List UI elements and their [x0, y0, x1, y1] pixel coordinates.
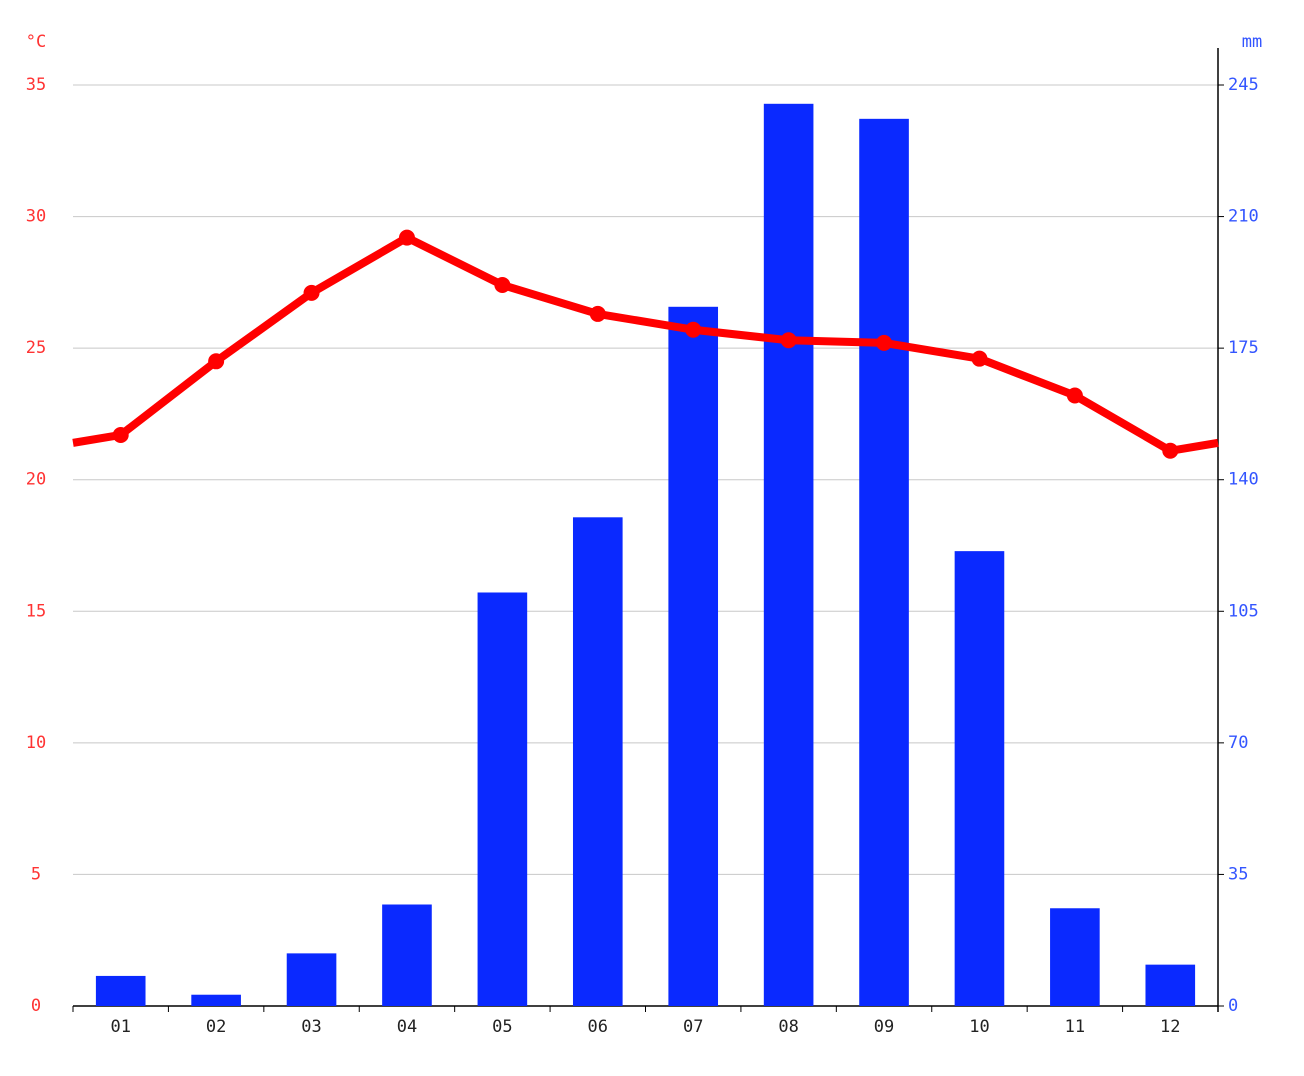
bar: [1145, 964, 1196, 1006]
x-tick-label: 04: [397, 1017, 417, 1037]
bar: [477, 592, 528, 1006]
line-point: [1162, 442, 1179, 459]
y2-tick-label: 0: [1228, 996, 1238, 1016]
y-tick-label: 20: [26, 470, 46, 490]
y2-tick-label: 210: [1228, 207, 1259, 227]
y2-tick-label: 70: [1228, 733, 1248, 753]
y-tick-label: 5: [31, 864, 41, 884]
line-point: [303, 284, 320, 301]
x-tick-label: 09: [874, 1017, 894, 1037]
x-tick-label: 05: [492, 1017, 512, 1037]
bar: [286, 953, 337, 1006]
line-point: [398, 229, 415, 246]
y-tick-label: 30: [26, 207, 46, 227]
x-tick-label: 11: [1065, 1017, 1085, 1037]
y2-tick-label: 245: [1228, 75, 1259, 95]
x-tick-label: 01: [110, 1017, 130, 1037]
y-axis-label: °C: [26, 32, 46, 52]
line-point: [589, 305, 606, 322]
y-tick-label: 15: [26, 601, 46, 621]
line-point: [876, 334, 893, 351]
y2-tick-label: 105: [1228, 601, 1259, 621]
line-point: [112, 426, 129, 443]
y2-axis-label: mm: [1242, 32, 1262, 52]
bar: [763, 103, 814, 1007]
bar: [859, 118, 909, 1007]
bar: [1050, 908, 1100, 1006]
y2-tick-label: 175: [1228, 338, 1259, 358]
x-tick-label: 03: [301, 1017, 321, 1037]
bar: [95, 975, 146, 1006]
y-tick-label: 0: [31, 996, 41, 1016]
x-tick-label: 10: [969, 1017, 989, 1037]
line-point: [1066, 387, 1083, 404]
x-tick-label: 08: [778, 1017, 798, 1037]
line-point: [208, 353, 225, 370]
bar: [668, 306, 719, 1006]
line-point: [971, 350, 988, 367]
bar: [382, 904, 432, 1006]
y-tick-label: 25: [26, 338, 46, 358]
y2-tick-label: 140: [1228, 470, 1259, 490]
line: [118, 233, 1173, 455]
y-tick-label: 10: [26, 733, 46, 753]
x-tick-label: 02: [206, 1017, 226, 1037]
x-tick-label: 12: [1160, 1017, 1180, 1037]
bar: [572, 517, 623, 1006]
y2-tick-label: 35: [1228, 864, 1248, 884]
line-point: [685, 321, 702, 338]
line-wrap: [72, 431, 1219, 455]
bar: [954, 551, 1005, 1006]
bar: [191, 994, 241, 1006]
y-tick-label: 35: [26, 75, 46, 95]
line-point: [494, 276, 511, 293]
x-tick-label: 06: [588, 1017, 608, 1037]
x-tick-label: 07: [683, 1017, 703, 1037]
line-point: [780, 332, 797, 349]
